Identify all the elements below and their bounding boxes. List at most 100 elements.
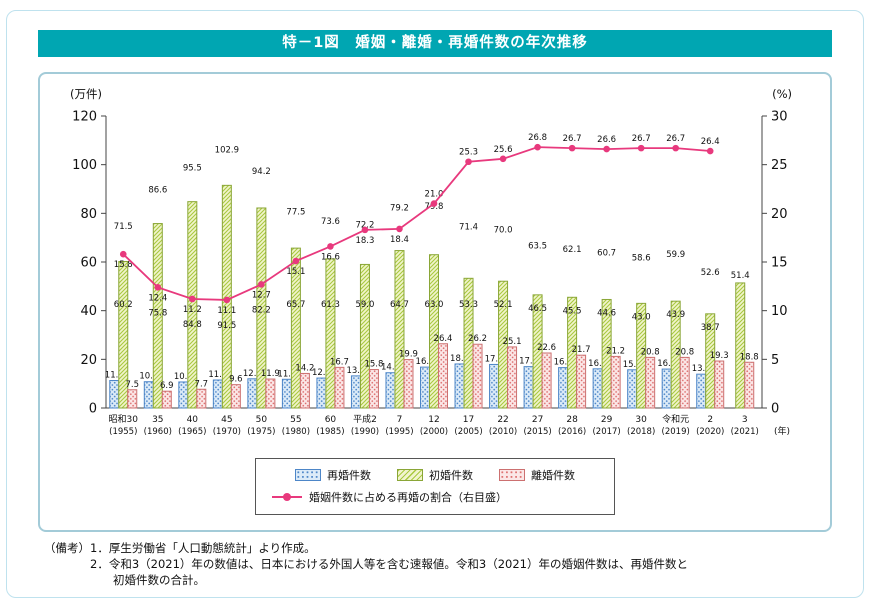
x-axis-era-label: 12	[428, 415, 439, 425]
bar-remarriage	[489, 363, 500, 409]
remarriage-rate-value: 18.4	[390, 235, 409, 245]
right-axis-unit-label: (%)	[772, 87, 792, 101]
x-axis-era-label: 3	[742, 415, 748, 425]
remarriage-rate-value: 15.1	[286, 267, 305, 277]
x-axis-year-label: (1980)	[282, 427, 310, 437]
bar-divorce	[265, 378, 276, 409]
left-axis-tick-label: 40	[80, 304, 97, 319]
x-axis-era-label: 平成2	[353, 413, 377, 425]
x-axis-year-label: (1970)	[213, 427, 241, 437]
marriage-total-value: 102.9	[215, 146, 239, 156]
bar-first-marriage	[152, 223, 163, 409]
remarriage-rate-point	[465, 158, 472, 166]
legend-item-first-marriage: 初婚件数	[397, 467, 473, 483]
bar-first-marriage-value: 59.0	[355, 300, 374, 310]
bar-divorce-value: 21.7	[572, 345, 591, 355]
bar-remarriage-value: 18.1	[450, 354, 469, 364]
bar-divorce-value: 22.6	[537, 343, 556, 353]
footnote-1: （備考）1．厚生労働省「人口動態統計」より作成。	[44, 541, 316, 555]
bar-divorce-value: 21.2	[606, 346, 625, 356]
remarriage-rate-point	[396, 225, 403, 233]
remarriage-rate-value: 26.7	[563, 134, 582, 144]
x-axis-era-label: 27	[532, 415, 543, 425]
x-axis-era-label: 22	[497, 415, 508, 425]
left-axis-tick-label: 20	[80, 353, 97, 368]
bar-first-marriage-value: 60.2	[114, 300, 133, 310]
right-axis-tick-label: 30	[771, 110, 788, 125]
bar-divorce-value: 6.9	[160, 381, 174, 391]
x-axis-year-label: (1955)	[109, 427, 137, 437]
bar-remarriage	[385, 372, 396, 409]
remarriage-rate-value: 21.0	[425, 190, 444, 200]
bar-remarriage	[316, 377, 327, 409]
legend-label-rate: 婚姻件数に占める再婚の割合（右目盛）	[309, 491, 507, 504]
right-axis-tick-label: 20	[771, 207, 788, 222]
bar-divorce	[744, 361, 755, 409]
remarriage-rate-point	[706, 147, 714, 155]
marriage-total-value: 73.6	[321, 217, 340, 227]
bar-divorce-value: 14.2	[295, 363, 314, 373]
bar-divorce	[127, 389, 138, 409]
bar-divorce	[230, 384, 241, 409]
right-axis-tick-label: 0	[771, 402, 779, 417]
marriage-total-value: 95.5	[183, 164, 202, 174]
marriage-total-value: 59.9	[666, 250, 685, 260]
bar-first-marriage-value: 44.6	[597, 308, 616, 318]
remarriage-rate-point	[603, 145, 610, 153]
remarriage-rate-point	[534, 143, 541, 151]
bar-first-marriage-value: 75.8	[148, 308, 167, 318]
right-axis-tick-label: 25	[771, 158, 788, 173]
x-axis-era-label: 30	[635, 415, 647, 425]
bar-divorce-value: 11.9	[261, 369, 280, 379]
bar-divorce	[196, 388, 207, 409]
bar-remarriage	[627, 369, 638, 409]
remarriage-rate-value: 11.2	[183, 305, 202, 315]
left-axis-tick-label: 0	[89, 402, 97, 417]
x-axis-era-label: 40	[187, 415, 199, 425]
bar-first-marriage	[532, 294, 543, 409]
bar-first-marriage	[567, 296, 578, 409]
bar-divorce	[714, 360, 725, 409]
remarriage-rate-point	[672, 144, 679, 152]
bar-remarriage-value: 11.8	[277, 369, 296, 379]
bar-remarriage-value: 10.7	[174, 372, 193, 382]
bar-divorce-value: 7.5	[125, 380, 139, 390]
footnote-2-continued: 初婚件数の合計。	[113, 573, 205, 587]
bar-first-marriage	[187, 201, 198, 409]
bar-first-marriage	[498, 280, 509, 409]
bar-divorce	[645, 356, 656, 409]
bar-remarriage-value: 16.1	[588, 359, 607, 369]
remarriage-rate-value: 26.7	[666, 134, 685, 144]
marriage-total-value: 77.5	[286, 207, 305, 217]
x-axis-year-label: (2000)	[420, 427, 448, 437]
bar-remarriage-value: 15.7	[623, 360, 642, 370]
chart-legend: 再婚件数 初婚件数 離婚件数 婚姻件数に占める再婚の割合（右目盛）	[255, 458, 615, 515]
left-axis-tick-label: 100	[72, 158, 97, 173]
marriage-total-value: 79.2	[390, 203, 409, 213]
bar-remarriage	[592, 368, 603, 409]
bar-divorce	[334, 366, 345, 409]
bar-remarriage	[454, 363, 465, 409]
bar-divorce	[368, 369, 379, 409]
remarriage-rate-value: 26.6	[597, 135, 616, 145]
remarriage-rate-value: 16.6	[321, 252, 340, 262]
bar-divorce-value: 9.6	[229, 375, 243, 385]
x-axis-year-label: (2019)	[662, 427, 690, 437]
right-axis-tick-label: 10	[771, 304, 788, 319]
figure-title-bar: 特－1図 婚姻・離婚・再婚件数の年次推移	[38, 30, 832, 57]
bar-remarriage	[523, 366, 534, 409]
bar-remarriage	[350, 375, 361, 409]
bar-remarriage-value: 13.2	[346, 366, 365, 376]
bar-remarriage-value: 17.9	[485, 354, 504, 364]
x-axis-era-label: 17	[463, 415, 474, 425]
bar-remarriage-value: 17.0	[519, 357, 538, 367]
marriage-total-value: 62.1	[563, 245, 582, 255]
marriage-total-value: 63.5	[528, 241, 547, 251]
legend-item-remarriage: 再婚件数	[295, 467, 371, 483]
bar-divorce	[507, 346, 518, 409]
bar-first-marriage	[463, 277, 474, 409]
bar-divorce	[610, 355, 621, 409]
legend-line-row: 婚姻件数に占める再婚の割合（右目盛）	[270, 489, 600, 505]
bar-first-marriage-value: 82.2	[252, 305, 271, 315]
bar-remarriage-value: 11.5	[208, 370, 227, 380]
